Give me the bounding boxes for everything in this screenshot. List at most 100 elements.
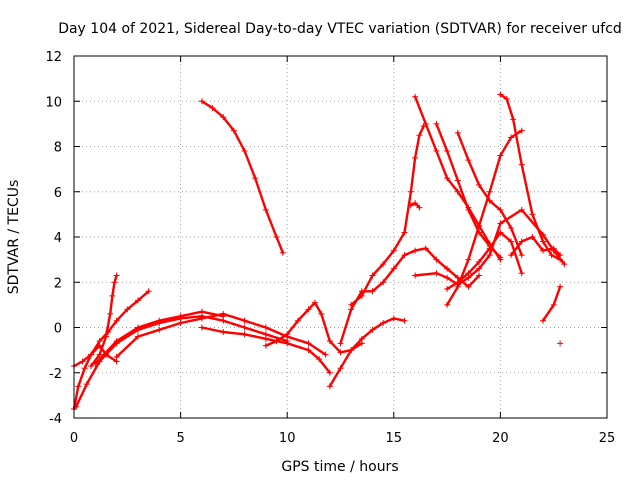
series-arc-19 xyxy=(454,129,525,259)
data-point-plus-icon xyxy=(407,188,414,195)
data-point-plus-icon xyxy=(75,383,82,390)
data-point-plus-icon xyxy=(318,310,325,317)
data-point-plus-icon xyxy=(284,340,291,347)
x-tick-label: 5 xyxy=(176,431,184,446)
data-point-plus-icon xyxy=(497,91,504,98)
data-point-plus-icon xyxy=(497,206,504,213)
data-point-plus-icon xyxy=(518,161,525,168)
data-point-plus-icon xyxy=(401,317,408,324)
data-point-plus-icon xyxy=(220,114,227,121)
data-point-plus-icon xyxy=(156,317,163,324)
data-point-plus-icon xyxy=(416,132,423,139)
data-point-plus-icon xyxy=(550,301,557,308)
data-point-plus-icon xyxy=(561,261,568,268)
y-tick-label: 2 xyxy=(54,276,62,291)
axis-ticks: 0 5 10 15 20 25 -4 -2 0 2 4 6 8 10 12 xyxy=(45,50,615,446)
series-trace xyxy=(328,317,406,388)
data-point-plus-icon xyxy=(497,229,504,236)
data-point-plus-icon xyxy=(92,360,99,367)
data-point-plus-icon xyxy=(124,306,131,313)
data-point-plus-icon xyxy=(401,252,408,259)
data-point-plus-icon xyxy=(503,95,510,102)
data-point-plus-icon xyxy=(390,247,397,254)
data-point-plus-icon xyxy=(113,272,120,279)
data-point-plus-icon xyxy=(454,283,461,290)
data-point-plus-icon xyxy=(316,356,323,363)
data-point-plus-icon xyxy=(540,317,547,324)
data-point-plus-icon xyxy=(433,148,440,155)
data-point-plus-icon xyxy=(518,238,525,245)
data-point-plus-icon xyxy=(422,120,429,127)
data-point-plus-icon xyxy=(412,247,419,254)
data-point-plus-icon xyxy=(412,200,419,207)
data-point-plus-icon xyxy=(557,340,564,347)
series-trace xyxy=(541,285,562,322)
series-arc-17 xyxy=(433,120,504,261)
data-point-plus-icon xyxy=(412,272,419,279)
data-point-plus-icon xyxy=(81,365,88,372)
data-point-plus-icon xyxy=(369,272,376,279)
data-point-plus-icon xyxy=(518,270,525,277)
data-point-plus-icon xyxy=(220,329,227,336)
data-point-plus-icon xyxy=(486,243,493,250)
data-point-plus-icon xyxy=(284,331,291,338)
data-point-plus-icon xyxy=(557,283,564,290)
data-point-plus-icon xyxy=(476,181,483,188)
y-axis-label: SDTVAR / TECUs xyxy=(6,180,22,295)
data-point-plus-icon xyxy=(540,247,547,254)
data-point-plus-icon xyxy=(380,319,387,326)
x-tick-label: 20 xyxy=(492,431,509,446)
data-point-plus-icon xyxy=(444,175,451,182)
data-point-plus-icon xyxy=(444,148,451,155)
data-point-plus-icon xyxy=(465,283,472,290)
data-point-plus-icon xyxy=(454,188,461,195)
data-point-plus-icon xyxy=(241,317,248,324)
data-point-plus-icon xyxy=(476,222,483,229)
data-point-plus-icon xyxy=(540,238,547,245)
data-point-plus-icon xyxy=(433,270,440,277)
data-point-plus-icon xyxy=(96,338,103,345)
series-arc-3 xyxy=(88,272,120,369)
series-arc-13 xyxy=(407,200,423,211)
data-point-plus-icon xyxy=(88,351,95,358)
data-point-plus-icon xyxy=(241,324,248,331)
series-trace xyxy=(413,208,566,286)
plot-frame xyxy=(73,55,608,419)
series-arc-22 xyxy=(540,283,564,324)
series-arc-20 xyxy=(497,91,564,263)
y-tick-label: 10 xyxy=(45,95,62,110)
data-point-plus-icon xyxy=(326,369,333,376)
data-point-plus-icon xyxy=(380,261,387,268)
data-point-plus-icon xyxy=(465,270,472,277)
data-point-plus-icon xyxy=(422,245,429,252)
data-point-plus-icon xyxy=(252,175,259,182)
data-point-plus-icon xyxy=(444,265,451,272)
data-point-plus-icon xyxy=(416,204,423,211)
data-point-plus-icon xyxy=(322,351,329,358)
data-point-plus-icon xyxy=(476,272,483,279)
series-arc-6 xyxy=(113,310,329,360)
data-point-plus-icon xyxy=(444,274,451,281)
data-point-plus-icon xyxy=(326,383,333,390)
series-arc-21 xyxy=(508,234,564,259)
series-arc-10 xyxy=(326,315,408,390)
data-point-plus-icon xyxy=(497,254,504,261)
series-trace xyxy=(509,235,562,257)
data-point-plus-icon xyxy=(220,310,227,317)
data-point-plus-icon xyxy=(358,335,365,342)
data-point-plus-icon xyxy=(497,220,504,227)
data-point-plus-icon xyxy=(390,265,397,272)
data-point-plus-icon xyxy=(454,129,461,136)
series-trace xyxy=(445,129,523,307)
data-point-plus-icon xyxy=(486,188,493,195)
data-point-plus-icon xyxy=(444,286,451,293)
data-point-plus-icon xyxy=(529,234,536,240)
x-tick-label: 25 xyxy=(599,431,616,446)
data-point-plus-icon xyxy=(294,317,301,324)
data-point-plus-icon xyxy=(476,265,483,272)
data-point-plus-icon xyxy=(358,292,365,299)
data-point-plus-icon xyxy=(337,349,344,356)
series-trace xyxy=(350,124,425,307)
data-point-plus-icon xyxy=(348,347,355,354)
data-point-plus-icon xyxy=(273,338,280,345)
